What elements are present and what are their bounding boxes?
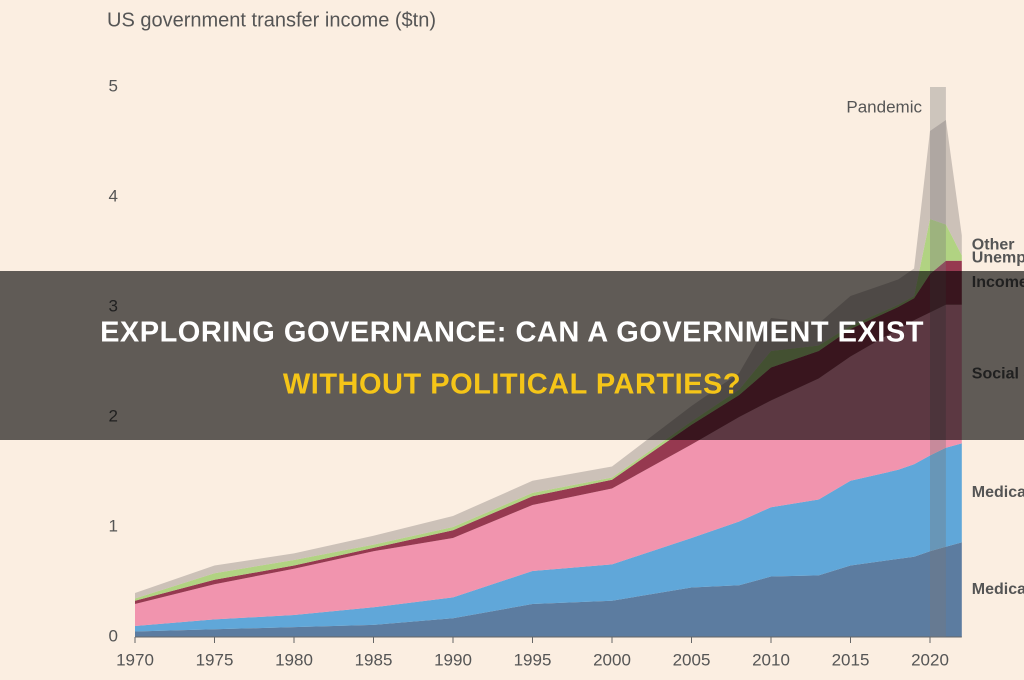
x-tick-label: 2020 <box>911 650 949 669</box>
series-label: Unemployment insurance <box>972 249 1024 266</box>
x-tick-label: 2000 <box>593 650 631 669</box>
banner-line1: EXPLORING GOVERNANCE: CAN A GOVERNMENT E… <box>100 317 924 349</box>
area <box>135 542 962 637</box>
y-tick-label: 1 <box>109 516 118 535</box>
x-tick-label: 2005 <box>673 650 711 669</box>
x-tick-label: 1985 <box>355 650 393 669</box>
banner-bg <box>0 271 1024 440</box>
y-tick-label: 0 <box>109 626 118 645</box>
area <box>135 443 962 632</box>
x-tick-label: 1990 <box>434 650 472 669</box>
x-tick-label: 1975 <box>196 650 234 669</box>
banner-line2: WITHOUT POLITICAL PARTIES? <box>283 369 741 401</box>
x-tick-label: 2010 <box>752 650 790 669</box>
area <box>135 304 962 626</box>
y-tick-label: 5 <box>109 76 118 95</box>
series-label: Medicare <box>972 484 1024 501</box>
chart-title: US government transfer income ($tn) <box>107 9 436 31</box>
y-tick-label: 4 <box>109 186 118 205</box>
x-tick-label: 1980 <box>275 650 313 669</box>
pandemic-label: Pandemic <box>846 97 922 116</box>
x-tick-label: 2015 <box>832 650 870 669</box>
series-label: Medicaid <box>972 581 1024 598</box>
x-tick-label: 1970 <box>116 650 154 669</box>
x-tick-label: 1995 <box>514 650 552 669</box>
series-label: Other <box>972 237 1015 254</box>
